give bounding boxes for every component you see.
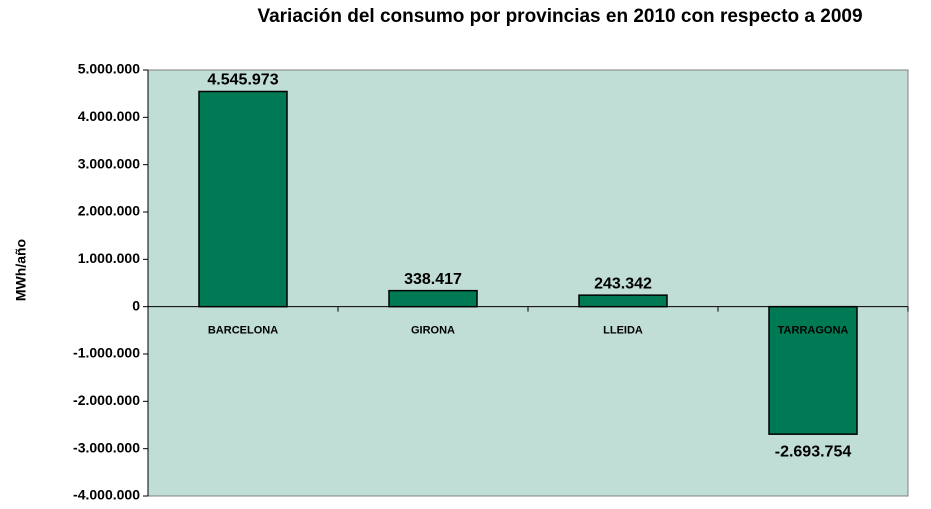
y-tick-label: -4.000.000: [73, 487, 140, 503]
y-tick-label: 2.000.000: [78, 203, 140, 219]
y-tick-label: -2.000.000: [73, 392, 140, 408]
y-tick-label: 0: [132, 297, 140, 313]
y-tick-label: 3.000.000: [78, 155, 140, 171]
y-tick-label: -3.000.000: [73, 439, 140, 455]
y-tick-label: -1.000.000: [73, 345, 140, 361]
chart-title: Variación del consumo por provincias en …: [257, 6, 863, 27]
x-tick-label: LLEIDA: [603, 325, 643, 337]
x-tick-label: GIRONA: [411, 325, 455, 337]
value-label: 243.342: [594, 275, 652, 292]
bar: [578, 294, 668, 308]
y-axis-label: MWh/año: [13, 239, 29, 301]
value-label: 4.545.973: [207, 72, 278, 89]
y-tick-label: 4.000.000: [78, 108, 140, 124]
value-label: 338.417: [404, 271, 462, 288]
y-tick-label: 1.000.000: [78, 250, 140, 266]
y-tick-label: 5.000.000: [78, 61, 140, 77]
value-label: -2.693.754: [775, 443, 852, 460]
bar: [768, 305, 858, 435]
bar: [388, 289, 478, 308]
bar: [198, 90, 288, 308]
x-tick-label: TARRAGONA: [778, 325, 849, 337]
x-tick-label: BARCELONA: [208, 325, 278, 337]
